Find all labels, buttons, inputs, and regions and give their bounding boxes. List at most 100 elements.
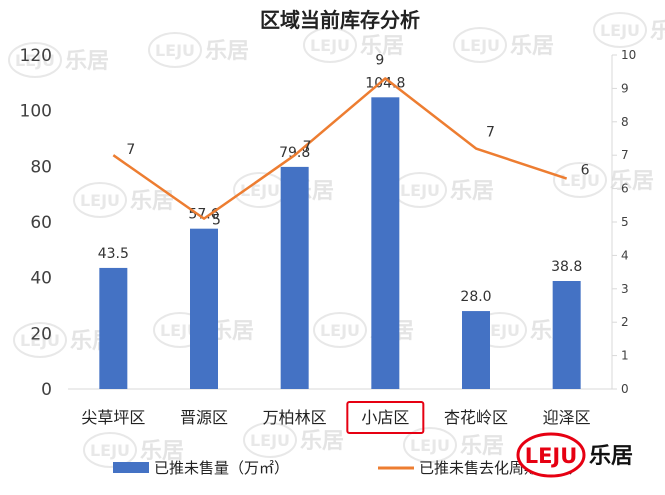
- line-data-labels: 7 5 7 9 7 6: [126, 52, 589, 228]
- watermark-mark: LEJU 乐居: [403, 427, 504, 463]
- watermark-badge-icon: [73, 182, 127, 218]
- watermark-text: 乐居: [510, 34, 554, 59]
- legend-bar-label: 已推未售量（万㎡）: [154, 459, 289, 477]
- watermark-text: 乐居: [460, 434, 504, 459]
- left-tick-label: 60: [30, 213, 52, 233]
- watermark-badge-text: LEJU: [90, 441, 130, 460]
- highlight-box: [346, 401, 425, 434]
- bar: [371, 97, 400, 389]
- logo-text: 乐居: [589, 444, 633, 469]
- right-tick-label: 4: [621, 248, 629, 262]
- watermark-badge-icon: [13, 322, 67, 358]
- watermark-badge-icon: [403, 427, 457, 463]
- bar-value-label: 38.8: [551, 259, 582, 275]
- watermark-text: 乐居: [205, 39, 249, 64]
- bar: [99, 267, 128, 389]
- watermark-text: 乐居: [65, 49, 109, 74]
- right-tick-label: 8: [621, 115, 629, 129]
- line-value-label: 9: [375, 52, 384, 68]
- watermark-text: 乐居: [450, 179, 494, 204]
- watermark-mark: LEJU 乐居: [148, 32, 249, 68]
- right-tick-label: 3: [621, 282, 629, 296]
- watermark-badge-icon: [8, 42, 62, 78]
- watermark-badge-icon: [303, 27, 357, 63]
- right-tick-label: 2: [621, 315, 629, 329]
- line-value-label: 6: [581, 163, 590, 179]
- right-tick-label: 0: [621, 382, 629, 396]
- line-value-label: 7: [126, 142, 135, 158]
- watermark-mark: LEJU 乐居: [393, 172, 494, 208]
- watermark-badge-text: LEJU: [410, 436, 450, 455]
- right-tick-label: 9: [621, 81, 629, 95]
- left-tick-label: 120: [20, 46, 52, 66]
- watermark-badge-text: LEJU: [15, 51, 55, 70]
- watermark-badge-text: LEJU: [20, 331, 60, 350]
- watermark-badge-icon: [148, 32, 202, 68]
- leju-logo: LEJU 乐居: [516, 432, 633, 478]
- left-y-axis: 0 20 40 60 80 100 120: [20, 46, 52, 400]
- category-label: 万柏林区: [263, 408, 327, 427]
- right-tick-label: 6: [621, 182, 629, 196]
- bar: [190, 228, 218, 389]
- x-axis-categories: 尖草坪区 晋源区 万柏林区 小店区 杏花岭区 迎泽区: [81, 408, 590, 427]
- watermark-badge-icon: [313, 312, 367, 348]
- line-series: [112, 77, 568, 220]
- logo-badge-text: LEJU: [525, 444, 578, 468]
- left-tick-label: 20: [30, 324, 52, 344]
- watermark-mark: LEJU 乐居: [243, 422, 344, 458]
- watermark-mark: LEJU 乐居: [453, 27, 554, 63]
- watermark-badge-text: LEJU: [155, 41, 195, 60]
- chart-title: 区域当前库存分析: [260, 8, 420, 32]
- right-y-axis: 0 1 2 3 4 5 6 7 8 9 10: [612, 48, 636, 396]
- legend: 已推未售量（万㎡） 已推未售去化周期（月）: [113, 459, 584, 477]
- line-value-label: 7: [303, 139, 312, 155]
- left-tick-label: 80: [30, 157, 52, 177]
- line-path: [112, 77, 568, 220]
- watermark-mark: LEJU 乐居: [83, 432, 184, 468]
- watermark-badge-text: LEJU: [460, 36, 500, 55]
- left-tick-label: 100: [20, 102, 52, 122]
- category-label: 尖草坪区: [81, 408, 145, 427]
- bar: [462, 311, 490, 389]
- right-tick-label: 10: [621, 48, 636, 62]
- watermark-badge-icon: [453, 27, 507, 63]
- watermark-text: 乐居: [650, 19, 665, 44]
- bar-value-label: 57.6: [188, 207, 219, 223]
- left-tick-label: 40: [30, 269, 52, 289]
- category-label: 晋源区: [180, 408, 228, 427]
- legend-bar-swatch: [113, 462, 149, 473]
- watermark-badge-text: LEJU: [250, 431, 290, 450]
- watermark-badge-icon: [593, 12, 647, 48]
- watermark-text: 乐居: [300, 429, 344, 454]
- bar: [552, 281, 581, 389]
- watermark-badge-text: LEJU: [80, 191, 120, 210]
- bar-series: [99, 97, 581, 389]
- watermark-mark: LEJU 乐居: [8, 42, 109, 78]
- category-label: 小店区: [361, 408, 409, 427]
- logo-badge-icon: [516, 432, 586, 478]
- watermark-text: 乐居: [140, 439, 184, 464]
- watermark-text: 乐居: [610, 169, 654, 194]
- watermark-badge-text: LEJU: [310, 36, 350, 55]
- right-tick-label: 1: [621, 349, 629, 363]
- right-tick-label: 7: [621, 148, 629, 162]
- watermark-badge-icon: [83, 432, 137, 468]
- left-tick-label: 0: [41, 380, 52, 400]
- right-tick-label: 5: [621, 215, 629, 229]
- line-value-label: 5: [212, 213, 221, 229]
- watermark-mark: LEJU 乐居: [553, 162, 654, 198]
- watermark-badge-text: LEJU: [320, 321, 360, 340]
- line-value-label: 7: [486, 125, 495, 141]
- watermark-badge-text: LEJU: [600, 21, 640, 40]
- category-label: 杏花岭区: [444, 408, 508, 427]
- bar-value-label: 43.5: [98, 246, 129, 262]
- watermark-badge-text: LEJU: [560, 171, 600, 190]
- watermark-badge-icon: [553, 162, 607, 198]
- bar-value-label: 28.0: [460, 289, 491, 305]
- watermark-badge-text: LEJU: [400, 181, 440, 200]
- bar: [280, 166, 309, 389]
- watermark-mark: LEJU 乐居: [593, 12, 665, 48]
- watermark-text: 乐居: [360, 34, 404, 59]
